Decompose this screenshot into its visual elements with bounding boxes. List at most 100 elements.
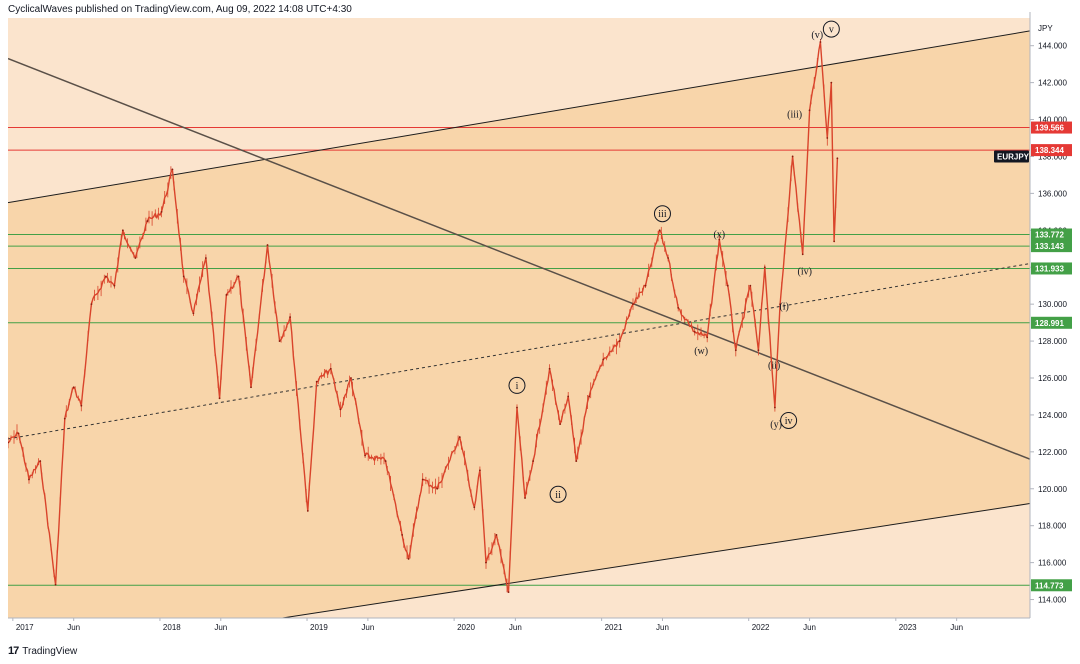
wave-label-i: i [508,376,526,394]
y-tick-label: 142.000 [1038,79,1067,88]
price-point [588,395,591,398]
wave-label-text: (x) [713,230,725,241]
price-tag-133.143 [1031,240,1072,253]
price-point [134,257,137,259]
wave-label-text: (iv) [797,266,811,277]
price-point [436,487,439,490]
price-point [121,229,124,232]
price-point [28,478,30,481]
price-point [693,330,696,333]
price-tag-label: 114.773 [1035,581,1064,590]
y-tick-label: 144.000 [1038,42,1067,51]
price-point [266,244,269,246]
price-point [677,306,680,309]
price-point [819,41,822,43]
footer-brand-text: TradingView [22,645,78,657]
price-point [160,210,163,213]
wave-label-circle [780,411,798,429]
y-tick-label: 118.000 [1038,522,1067,531]
price-point [17,432,20,435]
lower-channel-line [282,503,1030,618]
wave-label-circle [508,376,526,394]
price-point [734,349,737,352]
wave-label-text: (iii) [787,110,802,121]
price-tag-139.566 [1031,121,1072,134]
price-point [495,534,498,536]
price-point [618,340,621,342]
price-point [667,257,670,259]
price-point [507,591,510,594]
wave-label-text: iv [785,416,793,427]
price-point [757,349,760,352]
wave-label-text: (i) [779,302,788,313]
price-point [632,303,634,306]
price-tag-label: 139.566 [1035,124,1064,133]
wave-label-v: v [822,20,840,38]
price-point [833,240,836,243]
wave-label-text: (w) [694,346,708,357]
wave-label-text: v [829,25,834,36]
price-point [350,377,352,379]
y-tick-label: 128.000 [1038,337,1067,346]
price-point [171,168,174,171]
price-point [774,406,776,409]
x-tick-label: 2020 [457,623,475,632]
price-point [516,406,518,409]
plot-area[interactable] [7,18,1030,618]
price-tag-128.991 [1031,316,1072,329]
price-point [237,275,240,278]
price-tag-138.344 [1031,144,1072,157]
wave-label-text: (y) [770,420,782,431]
price-point [836,157,839,160]
price-point [826,137,829,139]
price-point [421,478,424,481]
price-point [407,558,410,560]
time-axis[interactable]: 2017 Jun 2018 Jun 2019 Jun 2020 Jun 2021 Jun 2022 J… [0,617,1030,640]
wave-label-iii: iii [653,205,671,223]
price-point [278,340,281,342]
wave-label-circle [653,205,671,223]
price-tags: 139.566 138.344 133.772 133.143 131.933 128.9… [994,121,1072,592]
price-point [726,284,729,287]
price-point [90,303,93,306]
price-point [384,460,387,462]
x-tick-label: 2023 [899,623,917,632]
y-tick-label: 138.000 [1038,152,1067,161]
price-point [602,358,605,361]
eurjpy-price-series [8,41,839,593]
price-point [289,316,291,318]
channel-fill [8,30,1030,618]
y-tick-label: 122.000 [1038,448,1067,457]
wave-label-v: (v) [811,30,823,41]
x-tick-label: 2018 [163,623,181,632]
price-point [63,417,66,420]
wave-label-text: iii [658,209,667,220]
footer-brand: 17 TradingView [8,645,77,657]
price-point [791,155,794,158]
price-point [559,423,562,426]
price-point [532,460,535,462]
price-tag-131.933 [1031,262,1072,275]
wave-label-iii: (iii) [787,110,802,121]
wave-label-text: (ii) [768,361,780,372]
price-point [105,275,107,278]
price-point [146,220,149,222]
wave-label-text: (v) [811,30,823,41]
price-point [473,506,476,509]
falling-trendline-line [8,57,1030,460]
wave-label-iv: (iv) [797,266,811,277]
x-tick-label: 2021 [605,623,623,632]
y-tick-label: 136.000 [1038,189,1067,198]
price-tag-label: 133.772 [1035,231,1064,240]
x-tick-label: 2017 [16,623,34,632]
price-point [808,109,811,112]
price-point [72,386,75,389]
price-point [113,284,116,287]
wave-label-iv: iv [780,411,798,429]
x-tick-label: Jun [214,623,227,632]
price-tag-114.773 [1031,579,1072,592]
price-tag-133.772 [1031,228,1072,241]
price-point [218,397,221,400]
price-point [339,408,342,411]
